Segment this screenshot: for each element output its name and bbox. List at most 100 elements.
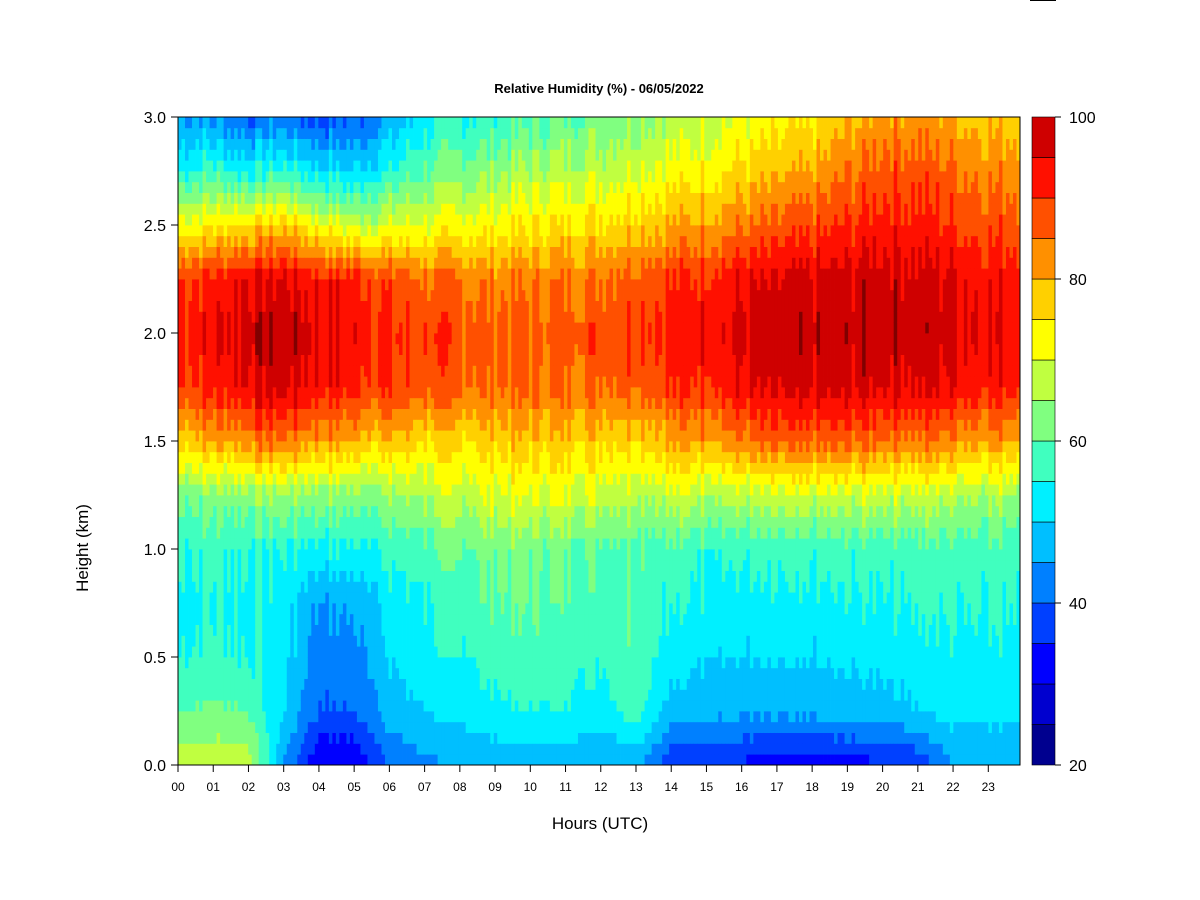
heatmap-cell [325, 376, 330, 388]
heatmap-cell [399, 419, 403, 431]
heatmap-cell [325, 171, 330, 183]
heatmap-cell [402, 657, 407, 669]
heatmap-cell [255, 138, 260, 150]
heatmap-cell [413, 160, 417, 172]
heatmap-cell [392, 678, 396, 690]
heatmap-cell [272, 246, 277, 258]
heatmap-cell [444, 603, 449, 615]
heatmap-cell [314, 484, 319, 496]
heatmap-cell [416, 246, 421, 258]
heatmap-cell [349, 495, 354, 507]
heatmap-cell [272, 322, 277, 334]
heatmap-cell [192, 743, 196, 755]
heatmap-cell [409, 603, 414, 615]
heatmap-cell [469, 635, 474, 647]
heatmap-cell [399, 689, 403, 701]
heatmap-cell [234, 408, 239, 420]
heatmap-cell [290, 635, 295, 647]
heatmap-cell [370, 279, 375, 291]
heatmap-cell [413, 516, 417, 528]
heatmap-cell [255, 473, 260, 485]
heatmap-cell [325, 754, 330, 766]
heatmap-cell [265, 430, 270, 442]
heatmap-cell [402, 322, 407, 334]
heatmap-cell [342, 613, 347, 625]
heatmap-cell [192, 667, 196, 679]
heatmap-cell [420, 365, 424, 377]
heatmap-cell [307, 473, 312, 485]
heatmap-cell [402, 441, 407, 453]
heatmap-cell [227, 149, 232, 161]
heatmap-cell [458, 387, 463, 399]
heatmap-cell [451, 603, 456, 615]
heatmap-cell [458, 484, 463, 496]
heatmap-cell [455, 246, 460, 258]
heatmap-cell [248, 235, 253, 247]
heatmap-cell [241, 246, 246, 258]
heatmap-cell [451, 387, 456, 399]
heatmap-cell [202, 527, 207, 539]
heatmap-cell [434, 603, 439, 615]
heatmap-cell [318, 322, 323, 334]
heatmap-cell [465, 235, 470, 247]
heatmap-cell [244, 149, 249, 161]
heatmap-cell [381, 268, 386, 280]
heatmap-cell [199, 473, 203, 485]
heatmap-cell [318, 376, 323, 388]
heatmap-cell [455, 613, 460, 625]
heatmap-cell [437, 333, 442, 345]
heatmap-cell [448, 397, 453, 409]
heatmap-cell [293, 646, 298, 658]
heatmap-cell [262, 387, 267, 399]
heatmap-cell [384, 279, 389, 291]
heatmap-cell [251, 127, 256, 139]
heatmap-cell [370, 408, 375, 420]
heatmap-cell [304, 689, 309, 701]
heatmap-cell [465, 581, 470, 593]
heatmap-cell [420, 376, 424, 388]
heatmap-cell [444, 192, 449, 204]
heatmap-cell [451, 581, 456, 593]
heatmap-cell [406, 549, 410, 561]
heatmap-cell [223, 117, 228, 129]
heatmap-cell [220, 257, 225, 269]
heatmap-cell [342, 430, 347, 442]
heatmap-cell [181, 441, 186, 453]
heatmap-cell [321, 333, 326, 345]
heatmap-cell [206, 441, 210, 453]
heatmap-cell [248, 657, 253, 669]
heatmap-cell [420, 495, 424, 507]
heatmap-cell [188, 214, 193, 226]
heatmap-cell [227, 721, 232, 733]
heatmap-cell [353, 235, 358, 247]
heatmap-cell [206, 538, 210, 550]
heatmap-cell [374, 613, 379, 625]
heatmap-cell [255, 117, 260, 129]
heatmap-cell [458, 397, 463, 409]
heatmap-cell [290, 721, 295, 733]
heatmap-cell [300, 473, 305, 485]
heatmap-cell [406, 451, 410, 463]
heatmap-cell [384, 473, 389, 485]
heatmap-cell [188, 549, 193, 561]
heatmap-cell [346, 311, 351, 323]
heatmap-cell [353, 743, 358, 755]
heatmap-cell [441, 657, 446, 669]
heatmap-cell [465, 279, 470, 291]
heatmap-cell [209, 538, 214, 550]
heatmap-cell [384, 570, 389, 582]
heatmap-cell [462, 257, 467, 269]
heatmap-cell [230, 354, 235, 366]
heatmap-cell [213, 549, 217, 561]
heatmap-cell [370, 700, 375, 712]
heatmap-cell [374, 289, 379, 301]
heatmap-cell [360, 603, 365, 615]
heatmap-cell [360, 343, 365, 355]
heatmap-cell [199, 581, 203, 593]
heatmap-cell [265, 732, 270, 744]
heatmap-cell [381, 279, 386, 291]
heatmap-cell [241, 451, 246, 463]
heatmap-cell [234, 430, 239, 442]
heatmap-cell [381, 343, 386, 355]
heatmap-cell [195, 538, 200, 550]
